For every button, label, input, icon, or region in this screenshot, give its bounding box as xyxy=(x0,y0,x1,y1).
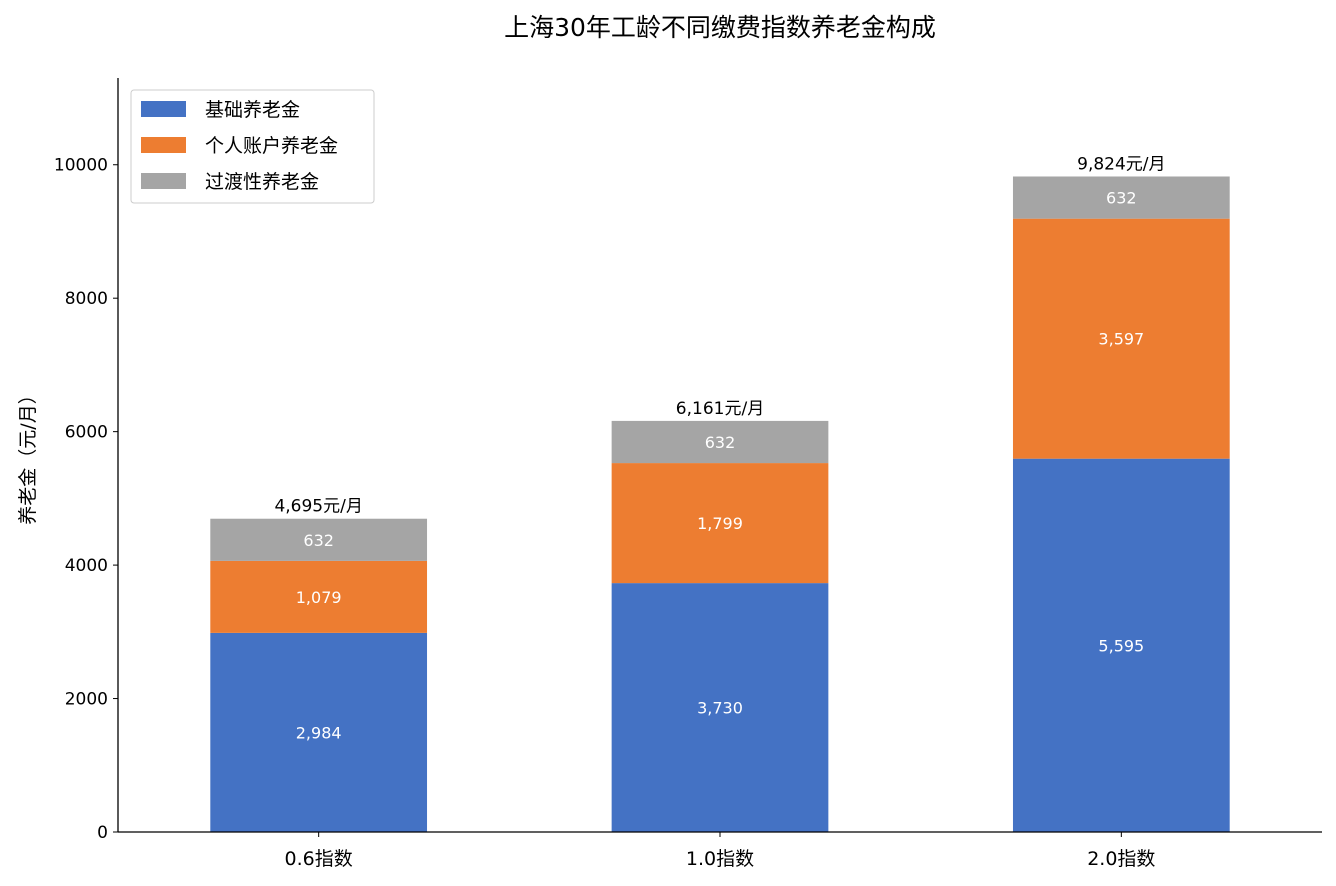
bar-segment-label: 632 xyxy=(705,433,736,452)
legend-label: 基础养老金 xyxy=(205,99,300,121)
chart-title: 上海30年工龄不同缴费指数养老金构成 xyxy=(504,13,936,42)
bar-segment-label: 5,595 xyxy=(1098,636,1144,655)
axes-group: 0.6指数 1.0指数 2.0指数 0 2000 4000 6000 8000 10000 xyxy=(54,78,1322,870)
x-tick-label: 1.0指数 xyxy=(686,848,754,870)
bar-segment xyxy=(210,632,428,832)
legend-label: 个人账户养老金 xyxy=(205,135,338,157)
bar-segment xyxy=(611,583,829,832)
bar-segment-label: 1,079 xyxy=(296,588,342,607)
y-axis-label: 养老金（元/月） xyxy=(17,385,39,524)
bar-segment xyxy=(611,463,829,584)
y-tick-label: 6000 xyxy=(65,423,108,443)
bar-total-label: 9,824元/月 xyxy=(1077,154,1165,174)
legend-swatch xyxy=(141,101,186,117)
bar-segment-label: 2,984 xyxy=(296,723,342,742)
y-tick-label: 8000 xyxy=(65,289,108,309)
bar-segment-label: 632 xyxy=(1106,189,1137,208)
y-tick-label: 4000 xyxy=(65,556,108,576)
legend-label: 过渡性养老金 xyxy=(205,171,319,193)
bar-segment xyxy=(210,560,428,633)
bar-segment xyxy=(1012,218,1230,459)
bar-segment-label: 632 xyxy=(303,531,334,550)
bars-group: 2,984 1,079 632 4,695元/月 3,730 1,799 632 6,161元… xyxy=(210,154,1230,832)
bar-segment-label: 3,730 xyxy=(697,699,743,718)
bar-total-label: 4,695元/月 xyxy=(274,497,362,517)
legend-box xyxy=(130,89,375,204)
bar-segment xyxy=(1012,176,1230,219)
legend-swatch xyxy=(141,137,186,153)
bar-segment-label: 1,799 xyxy=(697,514,743,533)
x-tick-label: 2.0指数 xyxy=(1087,848,1155,870)
y-tick-label: 0 xyxy=(97,823,108,843)
bar-segment xyxy=(1012,458,1230,832)
y-tick-label: 2000 xyxy=(65,690,108,710)
bar-segment xyxy=(611,420,829,464)
legend-swatch xyxy=(141,173,186,189)
bar-total-label: 6,161元/月 xyxy=(676,399,764,419)
bar-segment xyxy=(210,518,428,561)
x-tick-label: 0.6指数 xyxy=(285,848,353,870)
bar-segment-label: 3,597 xyxy=(1098,330,1144,349)
y-tick-label: 10000 xyxy=(54,156,108,176)
